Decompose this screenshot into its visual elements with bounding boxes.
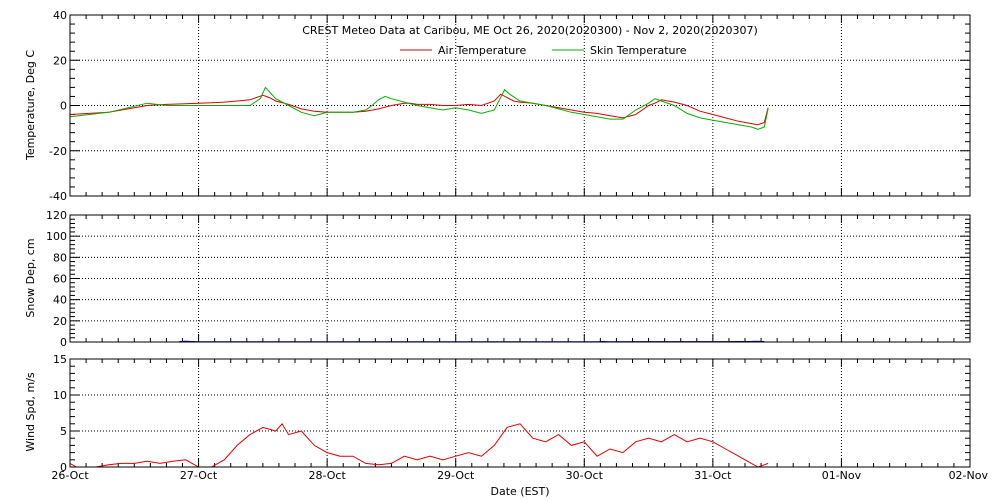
snow-ytick-label: 0 — [60, 336, 67, 349]
chart-title: CREST Meteo Data at Caribou, ME Oct 26, … — [302, 24, 758, 37]
snow-ytick-label: 20 — [53, 315, 67, 328]
wind-ytick-label: 15 — [53, 353, 67, 366]
snow-ytick-label: 80 — [53, 251, 67, 264]
snow-ytick-label: 100 — [46, 230, 67, 243]
temperature-ytick-label: 20 — [53, 54, 67, 67]
x-tick-label: 02-Nov — [949, 469, 989, 482]
temperature-y-axis-label: Temperature, Deg C — [24, 50, 37, 161]
legend-air-temperature-label: Air Temperature — [438, 44, 527, 57]
snow-y-axis-label: Snow Dep, cm — [24, 238, 37, 317]
temperature-ytick-label: -20 — [49, 145, 67, 158]
wind-ytick-label: 10 — [53, 389, 67, 402]
wind-series-0-line — [69, 422, 769, 468]
legend: Air Temperature Skin Temperature — [400, 44, 687, 57]
x-axis-tick-labels: 26-Oct 27-Oct 28-Oct 29-Oct 30-Oct 31-Oct 01-N… — [51, 469, 988, 482]
temperature-frame — [69, 14, 971, 197]
snow-ytick-label: 120 — [46, 209, 67, 222]
x-tick-label: 30-Oct — [566, 469, 604, 482]
x-tick-label: 29-Oct — [437, 469, 475, 482]
x-tick-label: 27-Oct — [180, 469, 218, 482]
temperature-ytick-label: -40 — [49, 190, 67, 203]
snow-ytick-label: 40 — [53, 294, 67, 307]
wind-ytick-label: 0 — [60, 461, 67, 474]
temperature-ytick-label: 40 — [53, 9, 67, 22]
skin-temperature-line — [69, 86, 769, 130]
wind-speed-panel: 0 5 10 15 — [53, 353, 971, 474]
x-tick-label: 26-Oct — [51, 469, 89, 482]
snow-frame — [69, 214, 971, 343]
wind-y-axis-label: Wind Spd, m/s — [24, 372, 37, 452]
temperature-panel: -40 -20 0 20 40 — [49, 9, 971, 203]
x-tick-label: 28-Oct — [308, 469, 346, 482]
x-tick-label: 31-Oct — [694, 469, 732, 482]
x-tick-label: 01-Nov — [822, 469, 862, 482]
wind-frame — [69, 358, 971, 468]
legend-skin-temperature-label: Skin Temperature — [590, 44, 687, 57]
temperature-ytick-label: 0 — [60, 100, 67, 113]
air-temperature-line — [69, 93, 769, 126]
snow-ytick-label: 60 — [53, 273, 67, 286]
snow-depth-panel: 0 20 40 60 80 100 120 — [46, 209, 971, 349]
x-axis-label: Date (EST) — [490, 485, 549, 498]
wind-ytick-label: 5 — [60, 425, 67, 438]
